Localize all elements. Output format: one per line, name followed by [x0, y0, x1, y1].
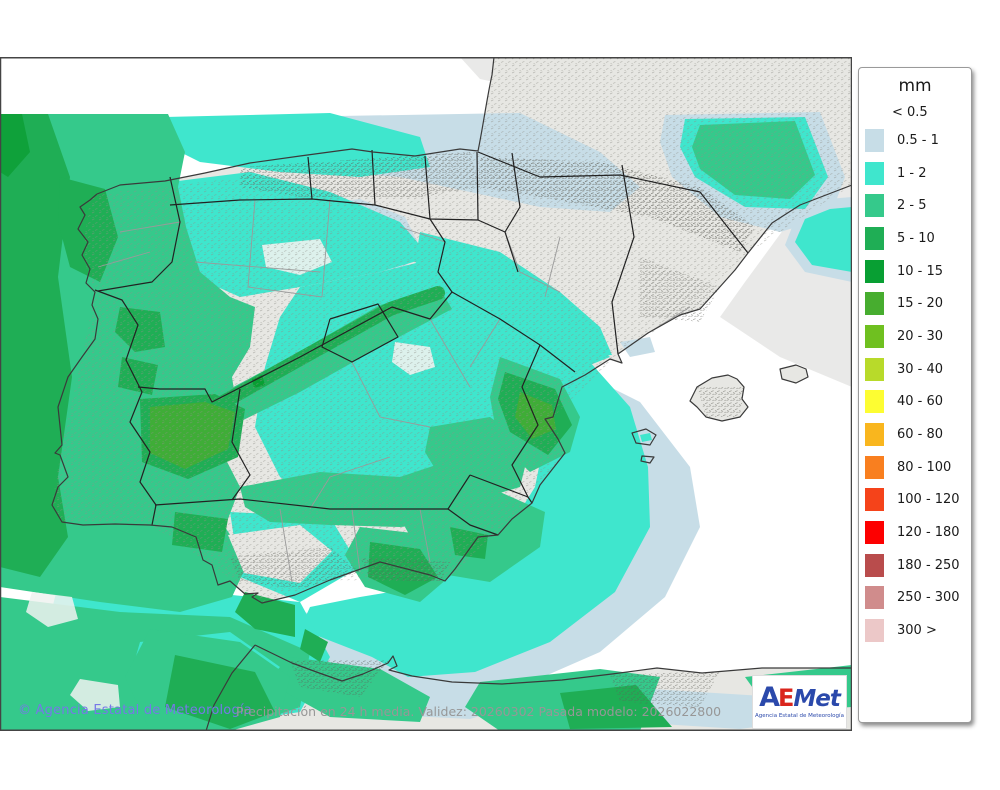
legend-row: 60 - 80: [859, 418, 971, 451]
relief-texture: [52, 57, 852, 707]
legend-range-label: 300 >: [897, 623, 937, 639]
coastlines: [51, 57, 852, 731]
legend-range-label: 30 - 40: [897, 361, 944, 377]
logo-letter-e: E: [778, 684, 795, 713]
region-borders: [94, 149, 749, 536]
legend-color-swatch: [865, 455, 884, 479]
legend-range-label: 1 - 2: [897, 165, 927, 181]
legend-range-label: 40 - 60: [897, 394, 944, 410]
precipitation-map: © Agencia Estatal de Meteorología Precip…: [0, 57, 852, 731]
map-frame: [0, 57, 852, 731]
legend-range-label: 100 - 120: [897, 492, 960, 508]
legend-range-label: 5 - 10: [897, 230, 935, 246]
legend-range-label: 180 - 250: [897, 557, 960, 573]
legend-row: 10 - 15: [859, 255, 971, 288]
legend-range-label: 15 - 20: [897, 296, 944, 312]
legend-row: 250 - 300: [859, 582, 971, 615]
legend-unit-title: mm: [898, 76, 932, 96]
legend-range-label: 2 - 5: [897, 198, 927, 214]
legend-color-swatch: [865, 619, 884, 643]
legend-color-swatch: [865, 586, 884, 610]
aemet-logo-wordmark: A E Met: [759, 682, 841, 714]
legend-row: 300 >: [859, 614, 971, 647]
legend-row: 20 - 30: [859, 320, 971, 353]
legend-color-swatch: [865, 423, 884, 447]
legend-color-swatch: [865, 292, 884, 316]
legend-row: 5 - 10: [859, 222, 971, 255]
legend-color-swatch: [865, 521, 884, 545]
legend-range-label: 120 - 180: [897, 525, 960, 541]
legend-color-swatch: [865, 488, 884, 512]
legend-color-swatch: [865, 553, 884, 577]
legend-color-swatch: [865, 161, 884, 185]
legend-range-label: 10 - 15: [897, 263, 944, 279]
legend-row: 30 - 40: [859, 353, 971, 386]
province-borders: [97, 198, 691, 583]
legend-color-swatch: [865, 259, 884, 283]
legend-row: 180 - 250: [859, 549, 971, 582]
logo-letters-met: Met: [793, 686, 840, 713]
legend-below-threshold-label: < 0.5: [892, 105, 928, 120]
legend-row: 100 - 120: [859, 484, 971, 517]
legend-row: 1 - 2: [859, 157, 971, 190]
legend-row: 15 - 20: [859, 287, 971, 320]
legend-row: 2 - 5: [859, 189, 971, 222]
legend-row: 40 - 60: [859, 386, 971, 419]
legend-rows: 0.5 - 1 1 - 2 2 - 5 5 - 10 10 - 15 15 - 20 20 …: [859, 124, 971, 647]
legend-color-swatch: [865, 226, 884, 250]
legend-color-swatch: [865, 357, 884, 381]
map-layers: [0, 57, 852, 731]
spain-precipitation-svg: [0, 57, 852, 731]
legend-range-label: 0.5 - 1: [897, 132, 939, 148]
legend-row: 0.5 - 1: [859, 124, 971, 157]
aemet-logo-caption: Agencia Estatal de Meteorología: [755, 713, 844, 720]
legend-range-label: 20 - 30: [897, 328, 944, 344]
map-caption-text: Precipitación en 24 h media. Validez: 20…: [236, 704, 722, 719]
legend-row: 80 - 100: [859, 451, 971, 484]
legend-color-swatch: [865, 128, 884, 152]
legend-color-swatch: [865, 390, 884, 414]
legend-range-label: 250 - 300: [897, 590, 960, 606]
copyright-text: © Agencia Estatal de Meteorología: [18, 703, 252, 718]
legend-color-swatch: [865, 324, 884, 348]
legend-color-swatch: [865, 194, 884, 218]
aemet-logo: A E Met Agencia Estatal de Meteorología: [752, 675, 847, 729]
legend-row: 120 - 180: [859, 516, 971, 549]
legend-panel: mm < 0.5 0.5 - 1 1 - 2 2 - 5 5 - 10 10 - 15 1…: [858, 67, 972, 723]
legend-range-label: 60 - 80: [897, 427, 944, 443]
logo-letter-a: A: [759, 682, 780, 714]
legend-range-label: 80 - 100: [897, 459, 952, 475]
